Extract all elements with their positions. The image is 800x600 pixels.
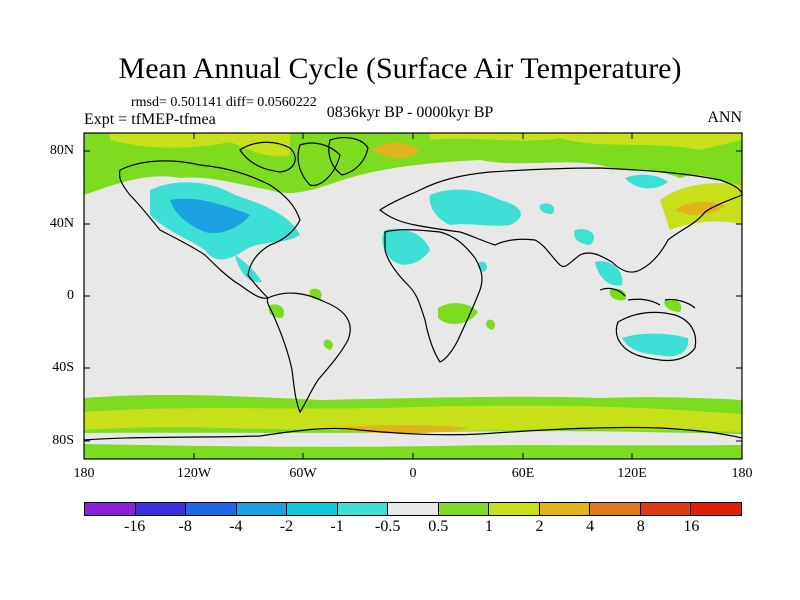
lon-label-120e: 120E [617, 466, 647, 481]
colorbar-label: 8 [636, 518, 645, 535]
lat-label-40s: 40S [52, 360, 74, 375]
colorbar-swatch [640, 503, 692, 515]
colorbar-label: -2 [279, 518, 294, 535]
lon-label-180w: 180 [73, 466, 95, 481]
colorbar-label: 2 [535, 518, 544, 535]
colorbar-swatch [135, 503, 187, 515]
colorbar-swatch [489, 503, 540, 515]
colorbar-swatch [691, 503, 741, 515]
colorbar-label: -8 [178, 518, 192, 535]
period-label: 0836kyr BP - 0000kyr BP [326, 104, 494, 121]
season-label: ANN [707, 109, 742, 126]
lat-label-80s: 80S [52, 433, 74, 448]
colorbar-label: 0.5 [428, 518, 449, 535]
colorbar-swatch [388, 503, 439, 515]
colorbar-label: 1 [484, 518, 493, 535]
lon-label-180e: 180 [731, 466, 753, 481]
colorbar [84, 502, 742, 516]
colorbar-swatch [85, 503, 136, 515]
colorbar-label: -1 [330, 518, 344, 535]
colorbar-label: -4 [229, 518, 243, 535]
world-map-coastlines [84, 137, 742, 441]
colorbar-swatch [539, 503, 591, 515]
colorbar-swatch [287, 503, 338, 515]
lon-label-0: 0 [409, 466, 417, 481]
lat-label-80n: 80N [49, 143, 74, 158]
colorbar-label: -0.5 [375, 518, 401, 535]
lon-label-60e: 60E [511, 466, 535, 481]
colorbar-swatch [236, 503, 288, 515]
lon-label-60w: 60W [289, 466, 317, 481]
plot-title: Mean Annual Cycle (Surface Air Temperatu… [118, 52, 682, 85]
stats-label: rmsd= 0.501141 diff= 0.0560222 [131, 95, 317, 110]
colorbar-swatch [186, 503, 237, 515]
lat-label-0: 0 [67, 288, 74, 303]
temperature-field [84, 133, 742, 459]
experiment-label: Expt = tfMEP-tfmea [84, 111, 216, 128]
lat-label-40n: 40N [49, 216, 74, 231]
colorbar-swatch [438, 503, 490, 515]
colorbar-label: 16 [683, 518, 700, 535]
colorbar-label: 4 [586, 518, 595, 535]
colorbar-label: -16 [123, 518, 146, 535]
colorbar-swatch [590, 503, 641, 515]
lon-label-120w: 120W [176, 466, 212, 481]
map-ticks [84, 133, 742, 459]
colorbar-swatch [337, 503, 389, 515]
